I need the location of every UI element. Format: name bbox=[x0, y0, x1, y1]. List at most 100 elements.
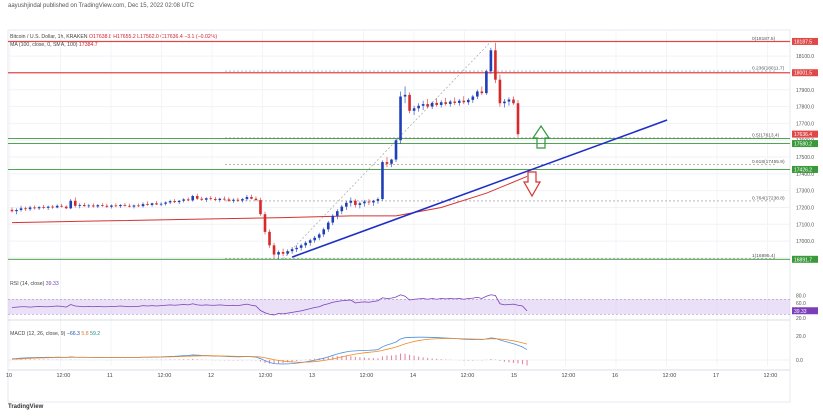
price-tick-2: 17100.0 bbox=[796, 222, 814, 228]
candle-body-68 bbox=[317, 234, 321, 238]
candle-body-35 bbox=[168, 201, 172, 203]
price-axis: 16900.017000.017100.017200.017300.017400… bbox=[792, 37, 818, 263]
time-tick-3: 12:00 bbox=[158, 373, 172, 379]
support-trendline bbox=[291, 119, 668, 258]
candle-body-61 bbox=[286, 251, 289, 254]
fib-label-2: 0.5(17613.4) bbox=[752, 132, 780, 138]
candle-body-12 bbox=[64, 206, 68, 209]
candle-body-87 bbox=[403, 94, 407, 97]
moving-average-line bbox=[11, 175, 528, 224]
candle-body-111 bbox=[512, 99, 515, 104]
candle-body-103 bbox=[476, 91, 479, 97]
fib-label-4: 0.764(17238.8) bbox=[752, 195, 785, 201]
candle-body-17 bbox=[87, 205, 91, 207]
candle-body-4 bbox=[28, 207, 32, 210]
rsi-tick-3: 20.0 bbox=[796, 316, 806, 322]
candle-body-19 bbox=[96, 205, 100, 207]
candle-body-92 bbox=[426, 104, 429, 107]
candle-body-33 bbox=[159, 203, 163, 205]
symbol-name: Bitcoin / U.S. Dollar, 1h, KRAKEN bbox=[10, 34, 88, 40]
candle-body-3 bbox=[24, 208, 27, 210]
candle-body-106 bbox=[489, 50, 493, 72]
macd-label: MACD (12, 26, close, 9) bbox=[10, 331, 66, 337]
candle-body-70 bbox=[326, 222, 330, 230]
time-tick-11: 12:00 bbox=[562, 373, 576, 379]
macd-legend: MACD (12, 26, close, 9) −66.3 5.8 59.2 bbox=[10, 331, 100, 337]
candle-body-77 bbox=[358, 203, 362, 205]
candle-body-69 bbox=[322, 229, 326, 235]
price-tick-12: 18100.0 bbox=[796, 54, 814, 60]
candle-body-99 bbox=[457, 100, 461, 103]
candle-body-64 bbox=[299, 245, 303, 248]
rsi-legend: RSI (14, close) 39.33 bbox=[10, 281, 59, 287]
candle-body-40 bbox=[191, 196, 195, 201]
time-tick-7: 12:00 bbox=[360, 373, 374, 379]
candle-body-59 bbox=[277, 252, 280, 255]
candle-body-29 bbox=[141, 204, 145, 207]
price-tag-3: 17580.2 bbox=[794, 142, 812, 148]
macd-tick-0: 20.0 bbox=[796, 334, 806, 340]
price-tick-6: 17500.0 bbox=[796, 155, 814, 161]
price-tag-bg-5 bbox=[792, 255, 818, 263]
candle-body-74 bbox=[345, 202, 348, 207]
time-tick-2: 11 bbox=[107, 373, 113, 379]
rsi-value: 39.33 bbox=[45, 281, 59, 287]
candle-body-112 bbox=[516, 103, 520, 135]
candle-body-93 bbox=[430, 102, 434, 107]
candle-body-7 bbox=[42, 207, 45, 208]
fib-measure-line bbox=[282, 41, 492, 259]
candle-body-107 bbox=[494, 50, 497, 80]
rsi-label: RSI (14, close) bbox=[10, 281, 45, 287]
candle-body-96 bbox=[444, 102, 448, 104]
rsi-band bbox=[8, 299, 790, 315]
time-tick-10: 15 bbox=[511, 373, 517, 379]
candle-body-32 bbox=[155, 203, 158, 205]
rsi-tag: 39.33 bbox=[794, 309, 807, 315]
price-tick-10: 17900.0 bbox=[796, 88, 814, 94]
macd-tick-1: 0.0 bbox=[796, 358, 803, 364]
price-tag-2: 17636.4 bbox=[794, 132, 812, 138]
price-tick-9: 17800.0 bbox=[796, 105, 814, 111]
candle-body-72 bbox=[335, 211, 339, 216]
candle-body-82 bbox=[381, 162, 384, 200]
trendline bbox=[291, 119, 668, 258]
fib-levels: 0(18187.5) 0.236(18011.7) 0.5(17613.4) 0.61… bbox=[225, 36, 785, 259]
candle-body-22 bbox=[110, 205, 113, 207]
candle-body-80 bbox=[372, 200, 375, 203]
candle-body-110 bbox=[507, 99, 511, 102]
time-tick-5: 12:00 bbox=[259, 373, 273, 379]
candle-body-20 bbox=[101, 205, 104, 206]
time-tick-15: 12:00 bbox=[764, 373, 778, 379]
candle-body-94 bbox=[435, 102, 438, 105]
candle-body-67 bbox=[313, 237, 316, 241]
candle-body-5 bbox=[33, 207, 36, 209]
price-tick-1: 17000.0 bbox=[796, 239, 814, 245]
candlestick-series bbox=[10, 42, 520, 259]
price-tag-4: 17426.2 bbox=[794, 167, 812, 173]
macd-value-1: −66.3 bbox=[66, 331, 80, 337]
time-tick-6: 13 bbox=[309, 373, 315, 379]
price-tick-8: 17700.0 bbox=[796, 121, 814, 127]
annotations bbox=[522, 124, 551, 198]
candle-body-13 bbox=[69, 200, 73, 209]
candle-body-28 bbox=[137, 205, 140, 207]
macd-pane: 20.0 0.0 bbox=[8, 334, 806, 366]
candle-body-37 bbox=[177, 200, 181, 203]
candle-body-9 bbox=[51, 206, 54, 208]
candle-body-45 bbox=[214, 199, 217, 201]
arrow-up-shaft bbox=[531, 124, 551, 149]
time-tick-14: 17 bbox=[713, 373, 719, 379]
candle-body-26 bbox=[128, 205, 131, 207]
rsi-line bbox=[11, 294, 528, 316]
ma-value: 17384.7 bbox=[78, 42, 98, 48]
fib-label-0: 0(18187.5) bbox=[752, 36, 776, 42]
candle-body-14 bbox=[73, 200, 77, 206]
candle-body-43 bbox=[204, 198, 208, 200]
price-tag-bg-3 bbox=[792, 140, 818, 148]
candle-body-90 bbox=[417, 105, 420, 109]
candle-body-39 bbox=[186, 199, 190, 201]
ma-legend: MA (100, close, 0, SMA, 100) 17384.7 bbox=[10, 42, 98, 48]
rsi-tick-1: 60.0 bbox=[796, 301, 806, 307]
candle-body-86 bbox=[399, 96, 402, 141]
